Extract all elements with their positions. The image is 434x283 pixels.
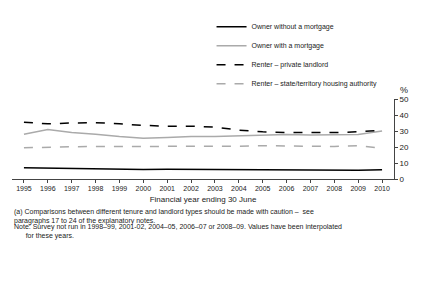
svg-text:Owner without a mortgage: Owner without a mortgage (252, 23, 334, 31)
svg-text:2005: 2005 (255, 185, 271, 192)
svg-text:Renter – private landlord: Renter – private landlord (252, 61, 329, 69)
svg-text:1998: 1998 (88, 185, 104, 192)
svg-text:30: 30 (400, 127, 409, 136)
svg-text:2004: 2004 (231, 185, 247, 192)
svg-text:2009: 2009 (350, 185, 366, 192)
svg-text:2002: 2002 (183, 185, 199, 192)
svg-text:10: 10 (400, 159, 409, 168)
svg-text:0: 0 (400, 175, 405, 184)
svg-text:2007: 2007 (303, 185, 319, 192)
svg-text:Renter – state/territory housi: Renter – state/territory housing authori… (252, 80, 377, 88)
svg-text:2000: 2000 (136, 185, 152, 192)
svg-text:Owner with a mortgage: Owner with a mortgage (252, 42, 324, 50)
svg-text:40: 40 (400, 111, 409, 120)
svg-text:2006: 2006 (279, 185, 295, 192)
svg-text:Financial year ending 30 June: Financial year ending 30 June (150, 195, 257, 204)
svg-text:%: % (400, 85, 408, 95)
svg-text:1999: 1999 (112, 185, 128, 192)
svg-text:2008: 2008 (327, 185, 343, 192)
svg-text:2003: 2003 (207, 185, 223, 192)
svg-text:1997: 1997 (64, 185, 80, 192)
svg-text:(a) Comparisons between differ: (a) Comparisons between different tenure… (14, 208, 314, 225)
svg-text:2010: 2010 (374, 185, 390, 192)
svg-text:2001: 2001 (159, 185, 175, 192)
svg-text:50: 50 (400, 95, 409, 104)
svg-text:1996: 1996 (40, 185, 56, 192)
svg-text:Note: Survey not run in 1998–9: Note: Survey not run in 1998–99, 2001-02… (14, 223, 342, 240)
svg-text:1995: 1995 (16, 185, 32, 192)
svg-text:20: 20 (400, 143, 409, 152)
